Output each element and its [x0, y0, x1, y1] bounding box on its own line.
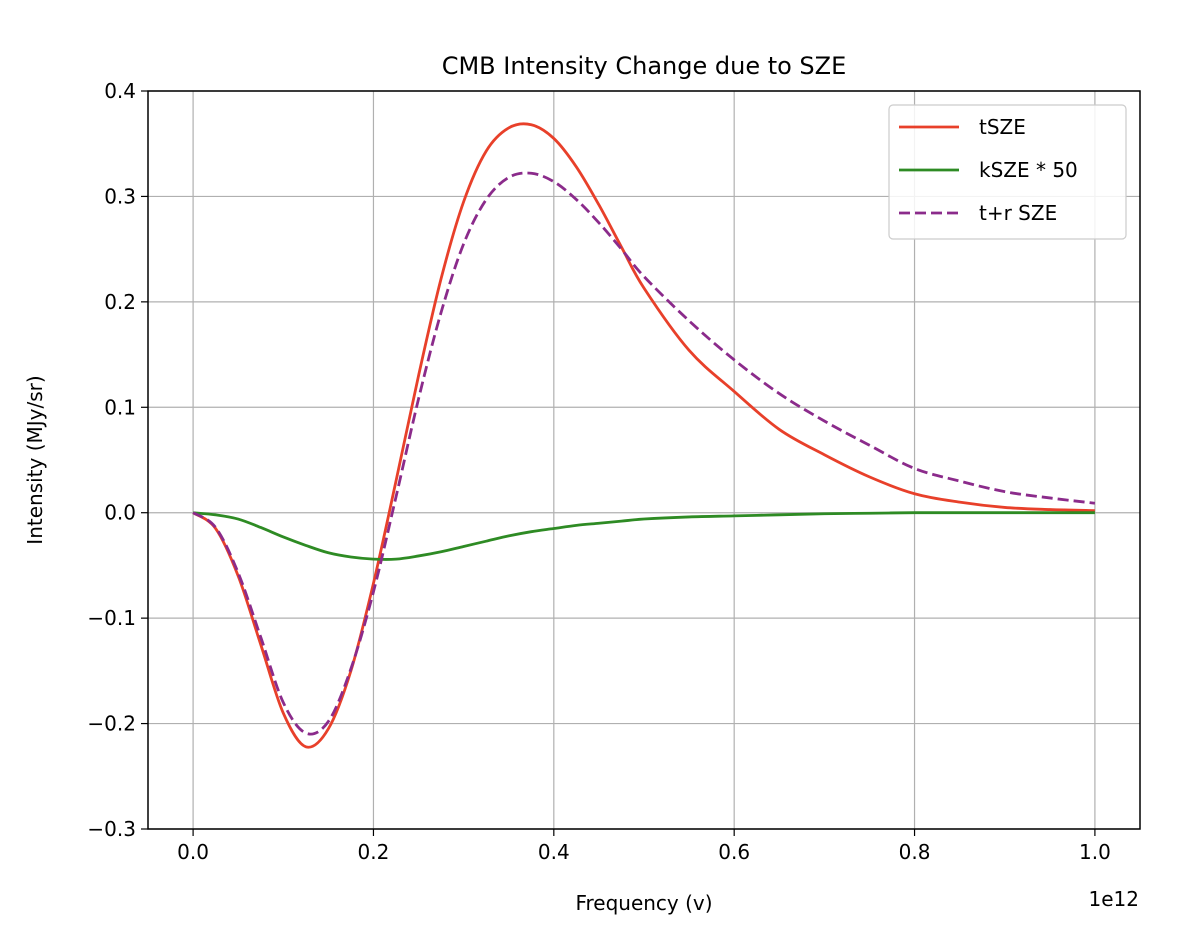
y-tick-label: 0.1: [104, 395, 136, 419]
legend-label: t+r SZE: [979, 201, 1057, 225]
x-tick-label: 0.4: [538, 840, 570, 864]
legend-label: tSZE: [979, 115, 1026, 139]
x-tick-label: 0.0: [177, 840, 209, 864]
y-tick-label: −0.1: [87, 606, 136, 630]
tsze-line: [192, 122, 1095, 749]
y-tick-label: 0.2: [104, 290, 136, 314]
legend-label: kSZE * 50: [979, 158, 1078, 182]
legend: tSZE kSZE * 50 t+r SZE: [888, 104, 1127, 240]
y-axis-label: Intensity (MJy/sr): [23, 375, 47, 544]
axes-frame: [147, 90, 1141, 830]
x-axis-label: Frequency (v): [575, 891, 712, 915]
y-tick-label: 0.3: [104, 184, 136, 208]
y-tick-label: 0.4: [104, 79, 136, 103]
ksze-line: [192, 511, 1095, 561]
x-tick-label: 0.6: [718, 840, 750, 864]
legend-box: [888, 104, 1127, 240]
x-offset-label: 1e12: [1089, 887, 1139, 911]
y-tick-label: −0.3: [87, 817, 136, 841]
tr-sze-line: [192, 171, 1096, 736]
ticks: 0.0 0.2 0.4 0.6 0.8 1.0 −0.3 −0.2 −0.1 0.0 0.1 0.2 0…: [87, 79, 1110, 864]
y-tick-label: 0.0: [104, 501, 136, 525]
y-tick-label: −0.2: [87, 712, 136, 736]
x-tick-label: 0.2: [358, 840, 390, 864]
chart-title: CMB Intensity Change due to SZE: [442, 52, 847, 80]
x-tick-label: 0.8: [899, 840, 931, 864]
series-layer: [192, 122, 1096, 749]
x-tick-label: 1.0: [1079, 840, 1111, 864]
